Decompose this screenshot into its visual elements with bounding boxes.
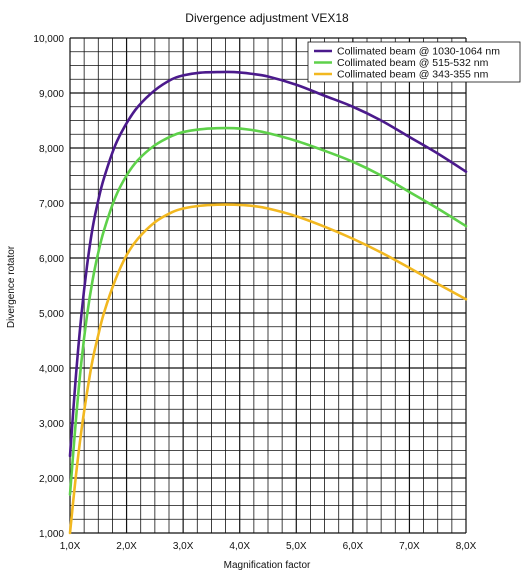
x-tick-label: 4,0X: [229, 541, 250, 552]
y-tick-label: 5,000: [39, 309, 64, 320]
x-tick-label: 2,0X: [116, 541, 137, 552]
series-line-3: [68, 203, 468, 535]
legend-entry: Collimated beam @ 1030-1064 nm: [337, 46, 500, 58]
x-tick-label: 5,0X: [286, 541, 307, 552]
y-tick-label: 3,000: [39, 419, 64, 430]
y-tick-label: 6,000: [39, 254, 64, 265]
x-tick-label: 7,0X: [399, 541, 420, 552]
x-tick-label: 3,0X: [173, 541, 194, 552]
tick-layer: 1,0X 2,0X 3,0X 4,0X 5,0X 6,0X 7,0X 8,0X 1,000 2,0…: [33, 34, 476, 552]
legend-box: [307, 41, 521, 83]
grid-layer: [69, 37, 467, 534]
y-tick-label: 8,000: [39, 144, 64, 155]
series-line-2: [68, 126, 468, 496]
y-tick-label: 1,000: [39, 529, 64, 540]
y-tick-label: 2,000: [39, 474, 64, 485]
y-axis-label: Divergence rotator: [6, 245, 17, 328]
y-tick-label: 9,000: [39, 89, 64, 100]
y-tick-label: 4,000: [39, 364, 64, 375]
y-tick-label: 10,000: [33, 34, 64, 45]
series-line-1: [68, 70, 468, 458]
x-tick-label: 1,0X: [60, 541, 81, 552]
chart-title: Divergence adjustment VEX18: [185, 11, 349, 25]
legend: Collimated beam @ 1030-1064 nmCollimated…: [307, 41, 521, 83]
x-tick-label: 8,0X: [456, 541, 477, 552]
x-axis-label: Magnification factor: [224, 560, 311, 571]
legend-entry: Collimated beam @ 343-355 nm: [337, 69, 489, 81]
y-tick-label: 7,000: [39, 199, 64, 210]
legend-entry: Collimated beam @ 515-532 nm: [337, 57, 489, 69]
x-tick-label: 6,0X: [343, 541, 364, 552]
series-layer: [68, 70, 468, 535]
